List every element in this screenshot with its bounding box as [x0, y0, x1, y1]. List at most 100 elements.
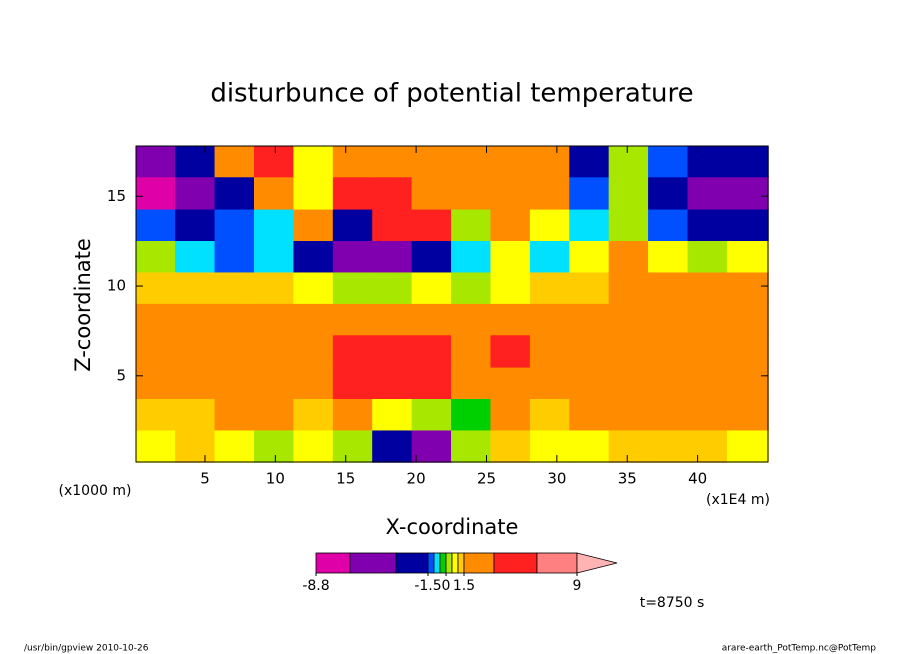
x-axis-title: X-coordinate: [386, 515, 519, 539]
axes: 5 10 15 20 25 30 35 40 5 10 15: [107, 145, 769, 488]
contour-cell: [372, 208, 413, 242]
y-tick-label: 15: [107, 187, 126, 205]
time-label: t=8750 s: [640, 595, 705, 611]
colorbar-segment: [395, 552, 429, 574]
contour-cell: [490, 366, 531, 400]
contour-cell: [293, 398, 334, 431]
colorbar-segment: [451, 552, 459, 574]
y-axis-title: Z-coordinate: [71, 238, 95, 372]
contour-cell: [648, 398, 689, 431]
contour-cell: [293, 429, 334, 463]
contour-cell: [214, 240, 255, 273]
contour-cell: [175, 271, 216, 304]
contour-cell: [726, 302, 769, 336]
contour-cell: [332, 429, 374, 463]
contour-cell: [253, 240, 295, 273]
contour-cell: [175, 302, 216, 336]
contour-cell: [411, 240, 453, 273]
contour-cell: [253, 429, 295, 463]
colorbar-segment: [493, 552, 538, 574]
contour-cell: [175, 334, 216, 368]
contour-cell: [135, 145, 177, 178]
contour-cell: [451, 271, 492, 304]
contour-cell: [332, 240, 374, 273]
contour-cell: [214, 366, 255, 400]
contour-cell: [451, 240, 492, 273]
contour-cell: [451, 398, 492, 431]
contour-cell: [332, 366, 374, 400]
contour-cell: [726, 208, 769, 242]
contour-cell: [332, 302, 374, 336]
plot-frame: [135, 145, 769, 463]
contour-cell: [135, 334, 177, 368]
contour-cell: [293, 176, 334, 210]
contour-cell: [451, 366, 492, 400]
contour-cell: [411, 302, 453, 336]
x-tick-label: 5: [200, 470, 210, 488]
contour-cell: [253, 302, 295, 336]
colorbar-segment: [439, 552, 447, 574]
contour-cell: [253, 145, 295, 178]
contour-cell: [648, 334, 689, 368]
contour-cell: [135, 366, 177, 400]
colorbar-segment: [457, 552, 465, 574]
contour-cell: [726, 240, 769, 273]
x-unit-label: (x1E4 m): [706, 492, 770, 508]
contour-cell: [490, 334, 531, 368]
chart-title: disturbunce of potential temperature: [210, 79, 693, 109]
contour-cell: [529, 176, 571, 210]
footer-left: /usr/bin/gpview 2010-10-26: [24, 644, 149, 654]
contour-cell: [687, 176, 728, 210]
contour-cell: [648, 176, 689, 210]
contour-cell: [175, 208, 216, 242]
contour-cell: [253, 398, 295, 431]
contour-cell: [608, 398, 650, 431]
contour-cell: [372, 398, 413, 431]
contour-cell: [293, 334, 334, 368]
contour-cell: [529, 302, 571, 336]
contour-cell: [687, 240, 728, 273]
contour-cell: [726, 334, 769, 368]
contour-cell: [135, 208, 177, 242]
contour-cell: [175, 240, 216, 273]
contour-cell: [332, 398, 374, 431]
contour-cell: [490, 208, 531, 242]
colorbar-tick-label: 1.5: [453, 578, 475, 594]
contour-cell: [214, 176, 255, 210]
contour-cell: [569, 145, 610, 178]
contour-cell: [372, 429, 413, 463]
contour-cell: [726, 271, 769, 304]
contour-cell: [411, 271, 453, 304]
contour-cell: [332, 145, 374, 178]
contour-cell: [687, 208, 728, 242]
contour-cell: [135, 398, 177, 431]
contour-cell: [648, 302, 689, 336]
contour-cell: [490, 302, 531, 336]
contour-cell: [214, 302, 255, 336]
contour-cell: [135, 240, 177, 273]
contour-cell: [135, 302, 177, 336]
colorbar-tick-label: 0: [442, 578, 451, 594]
contour-cell: [569, 271, 610, 304]
colorbar-tick-label: -8.8: [302, 578, 329, 594]
contour-cell: [648, 429, 689, 463]
contour-cell: [214, 429, 255, 463]
x-tick-label: 15: [336, 470, 355, 488]
contour-cell: [569, 208, 610, 242]
y-tick-label: 5: [116, 366, 126, 384]
contour-cell: [332, 334, 374, 368]
contour-cell: [411, 176, 453, 210]
contour-cell: [253, 366, 295, 400]
x-tick-label: 25: [477, 470, 496, 488]
contour-cell: [569, 176, 610, 210]
contour-cell: [372, 334, 413, 368]
contour-cell: [372, 145, 413, 178]
contour-cell: [214, 334, 255, 368]
colorbar-tick-label: -1.5: [414, 578, 441, 594]
contour-cell: [608, 366, 650, 400]
contour-cell: [175, 145, 216, 178]
contour-cell: [648, 145, 689, 178]
colorbar-segment: [445, 552, 453, 574]
contour-cell: [135, 429, 177, 463]
contour-cell: [451, 176, 492, 210]
